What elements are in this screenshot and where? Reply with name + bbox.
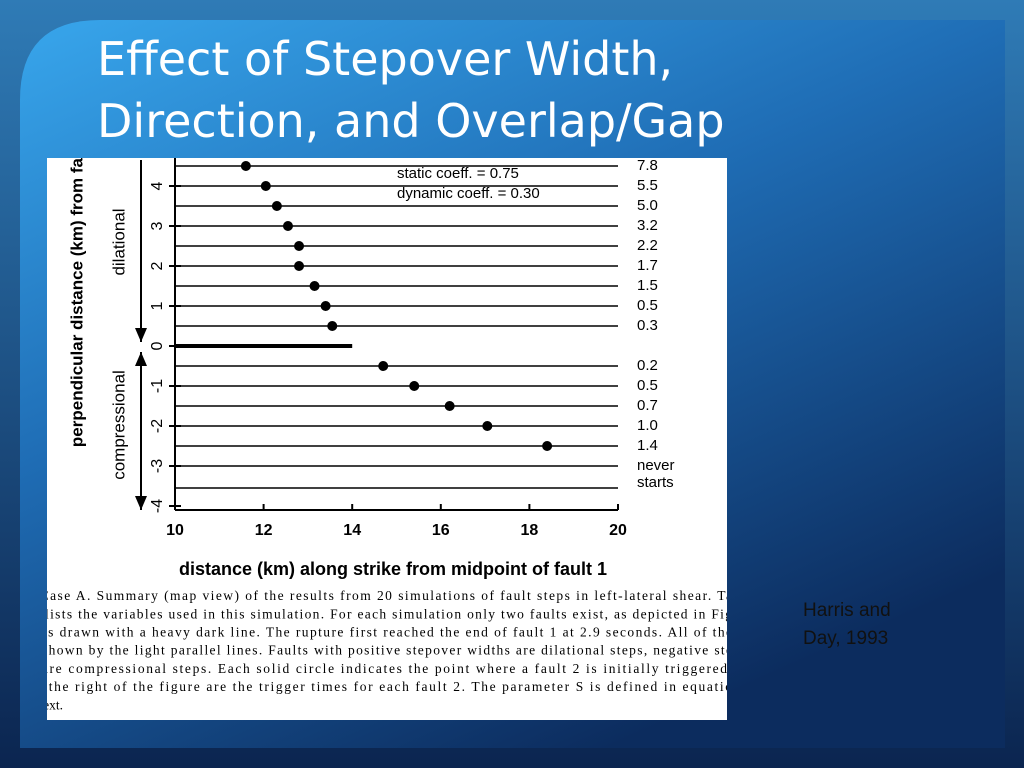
x-tick-label: 16 [432, 522, 450, 539]
trigger-point [444, 401, 455, 411]
trigger-time: 5.0 [637, 197, 658, 214]
trigger-time: 0.2 [637, 357, 658, 374]
trigger-point [260, 181, 271, 191]
caption-line: . Case A. Summary (map view) of the resu… [30, 588, 732, 603]
caption-line: A lists the variables used in this simul… [30, 606, 732, 621]
trigger-time: never starts [637, 457, 675, 491]
arrow-head [135, 352, 147, 366]
trigger-time: 1.7 [637, 257, 658, 274]
caption-line: 1 is drawn with a heavy dark line. The r… [30, 624, 732, 639]
trigger-time: 0.7 [637, 397, 658, 414]
x-tick-label: 10 [166, 522, 184, 539]
trigger-time: 1.5 [637, 277, 658, 294]
arrow-head [135, 328, 147, 342]
y-tick-label: 3 [149, 221, 166, 230]
trigger-time: 5.5 [637, 177, 658, 194]
arrow-head [135, 496, 147, 510]
y-axis-label: perpendicular distance (km) from fa [67, 157, 86, 447]
annotation: static coeff. = 0.75 [397, 165, 519, 182]
x-axis-label: distance (km) along strike from midpoint… [179, 559, 607, 579]
y-tick-label: -1 [149, 379, 166, 393]
trigger-time: 7.8 [637, 157, 658, 174]
trigger-time: 2.2 [637, 237, 658, 254]
trigger-point [409, 381, 420, 391]
x-tick-label: 18 [521, 522, 539, 539]
trigger-point [282, 221, 293, 231]
figure [47, 158, 727, 720]
trigger-point [271, 201, 282, 211]
y-tick-label: -2 [149, 419, 166, 433]
trigger-point [309, 281, 320, 291]
caption-line: to the right of the figure are the trigg… [30, 679, 732, 694]
trigger-point [240, 161, 251, 171]
caption-line: s are compressional steps. Each solid ci… [30, 661, 732, 676]
x-tick-label: 12 [255, 522, 273, 539]
region-label: compressional [109, 370, 128, 480]
trigger-point [542, 441, 553, 451]
trigger-point [294, 261, 305, 271]
region-label: dilational [109, 208, 128, 275]
trigger-time: 1.4 [637, 437, 658, 454]
y-tick-label: 1 [149, 301, 166, 310]
trigger-time: 3.2 [637, 217, 658, 234]
y-tick-label: -3 [149, 459, 166, 473]
trigger-time: 0.5 [637, 377, 658, 394]
trigger-point [294, 241, 305, 251]
y-tick-label: 2 [149, 261, 166, 270]
citation: Harris and Day, 1993 [803, 600, 891, 649]
trigger-point [320, 301, 331, 311]
annotation: dynamic coeff. = 0.30 [397, 185, 540, 202]
trigger-point [327, 321, 338, 331]
trigger-time: 1.0 [637, 417, 658, 434]
trigger-time: 0.3 [637, 317, 658, 334]
slide-title: Effect of Stepover Width, Direction, and… [97, 32, 725, 148]
caption-line: e text. [30, 697, 63, 712]
y-tick-label: 4 [149, 181, 166, 190]
caption-line: e shown by the light parallel lines. Fau… [30, 643, 732, 658]
x-tick-label: 20 [609, 522, 627, 539]
trigger-point [378, 361, 389, 371]
trigger-point [482, 421, 493, 431]
trigger-time: 0.5 [637, 297, 658, 314]
y-tick-label: 0 [149, 341, 166, 350]
x-tick-label: 14 [343, 522, 361, 539]
y-tick-label: -4 [149, 499, 166, 513]
